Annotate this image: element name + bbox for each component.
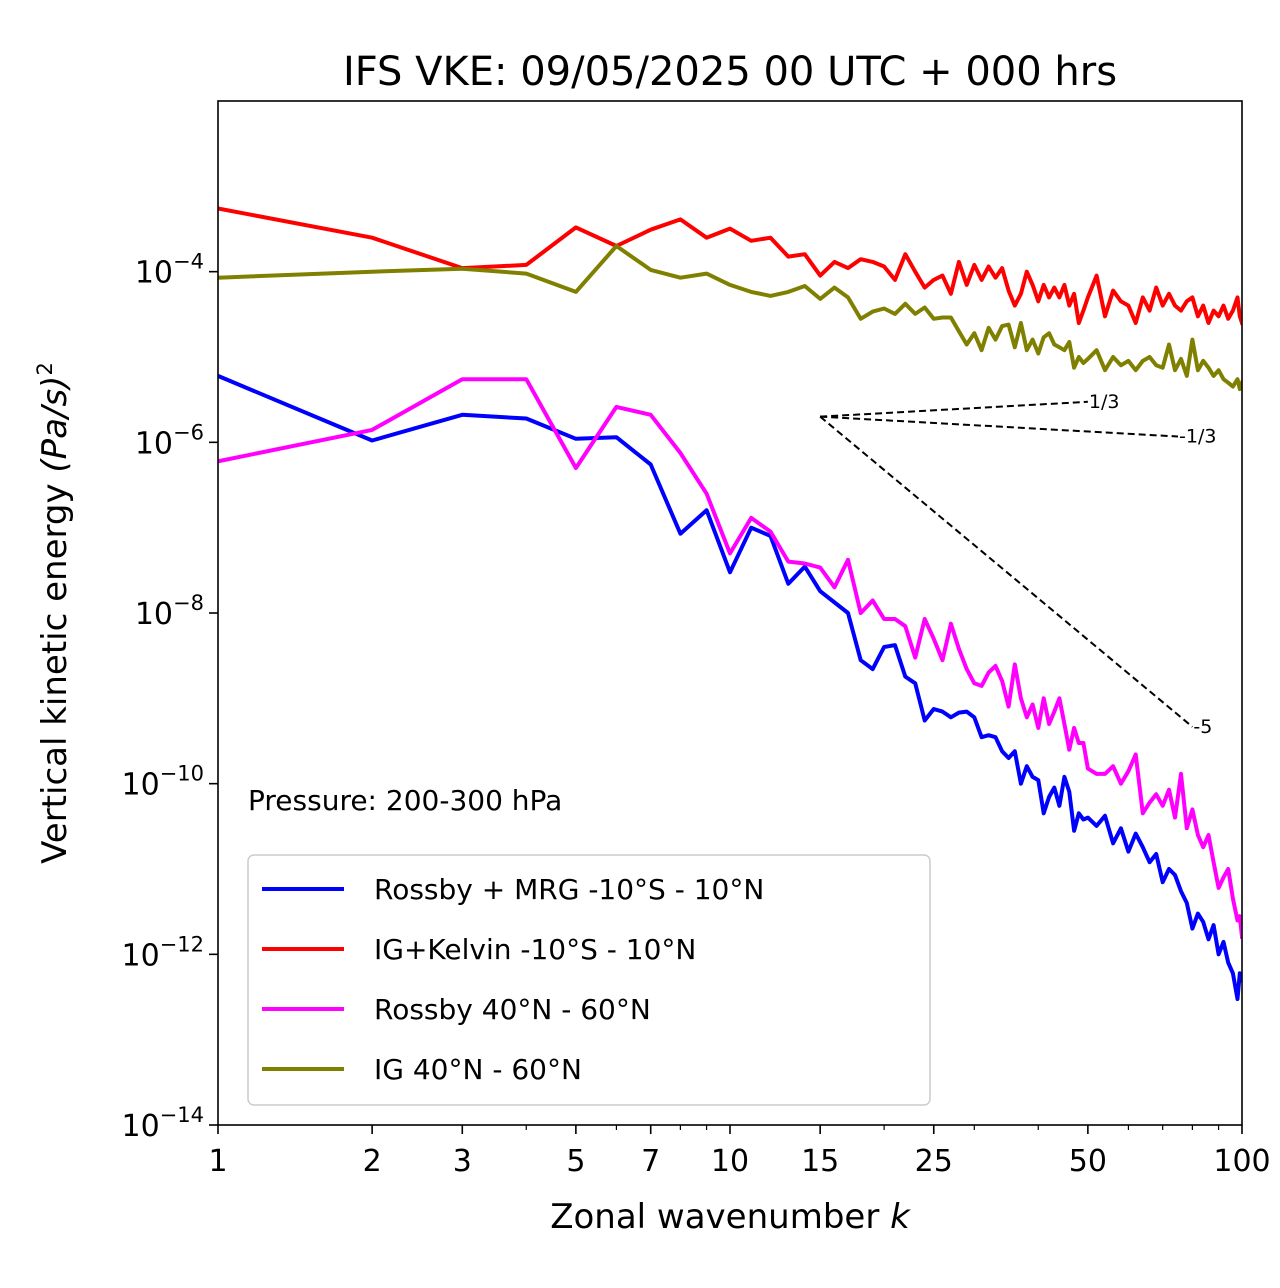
legend-frame <box>247 854 931 1106</box>
reference-slope-label: 1/3 <box>1089 391 1120 413</box>
y-tick-label: 10−4 <box>135 250 204 291</box>
x-tick-label: 1 <box>208 1144 227 1179</box>
y-tick-label: 10−14 <box>121 1103 204 1144</box>
x-tick-label: 7 <box>641 1144 660 1179</box>
series-line-1 <box>218 373 1242 1001</box>
y-tick-label: 10−6 <box>135 420 204 461</box>
reference-slope-label: -5 <box>1193 716 1212 738</box>
plot-frame <box>217 100 1243 1126</box>
x-axis-label: Zonal wavenumber k <box>550 1197 911 1237</box>
x-tick-label: 3 <box>453 1144 472 1179</box>
y-tick-label: 10−8 <box>135 591 204 632</box>
legend-label: Rossby 40°N - 60°N <box>374 993 651 1026</box>
series-line-3 <box>218 377 1242 940</box>
series-layer <box>218 206 1242 1001</box>
reference-slope-line <box>820 415 1179 438</box>
y-tick-label: 10−12 <box>121 932 204 973</box>
reference-slope-line <box>819 415 1194 728</box>
x-tick-label: 2 <box>363 1144 382 1179</box>
x-tick-label: 5 <box>566 1144 585 1179</box>
axis-ticks: 1 2 3 5 7 10 15 25 50 100 10−14 10−12 10−10 10−8 10−6 1… <box>121 250 1270 1179</box>
legend-label: Rossby + MRG -10°S - 10°N <box>374 873 764 906</box>
legend-label: IG 40°N - 60°N <box>374 1053 582 1086</box>
x-tick-label: 25 <box>915 1144 953 1179</box>
reference-slope-label: -1/3 <box>1179 426 1216 448</box>
x-tick-label: 15 <box>801 1144 839 1179</box>
reference-slope-line <box>820 400 1088 418</box>
series-line-2 <box>218 206 1242 326</box>
legend-label: IG+Kelvin -10°S - 10°N <box>374 933 696 966</box>
y-axis-label: Vertical kinetic energy (Pa/s)2 <box>33 362 75 864</box>
x-tick-label: 10 <box>711 1144 749 1179</box>
x-tick-label: 50 <box>1069 1144 1107 1179</box>
series-line-4 <box>218 244 1242 392</box>
chart-title: IFS VKE: 09/05/2025 00 UTC + 000 hrs <box>343 49 1117 95</box>
pressure-annotation: Pressure: 200-300 hPa <box>248 784 562 817</box>
x-tick-label: 100 <box>1213 1144 1270 1179</box>
legend: Rossby + MRG -10°S - 10°N IG+Kelvin -10°S… <box>247 854 931 1106</box>
y-tick-label: 10−10 <box>121 762 204 803</box>
reference-slope-layer: 1/3 -1/3 -5 <box>819 391 1216 738</box>
